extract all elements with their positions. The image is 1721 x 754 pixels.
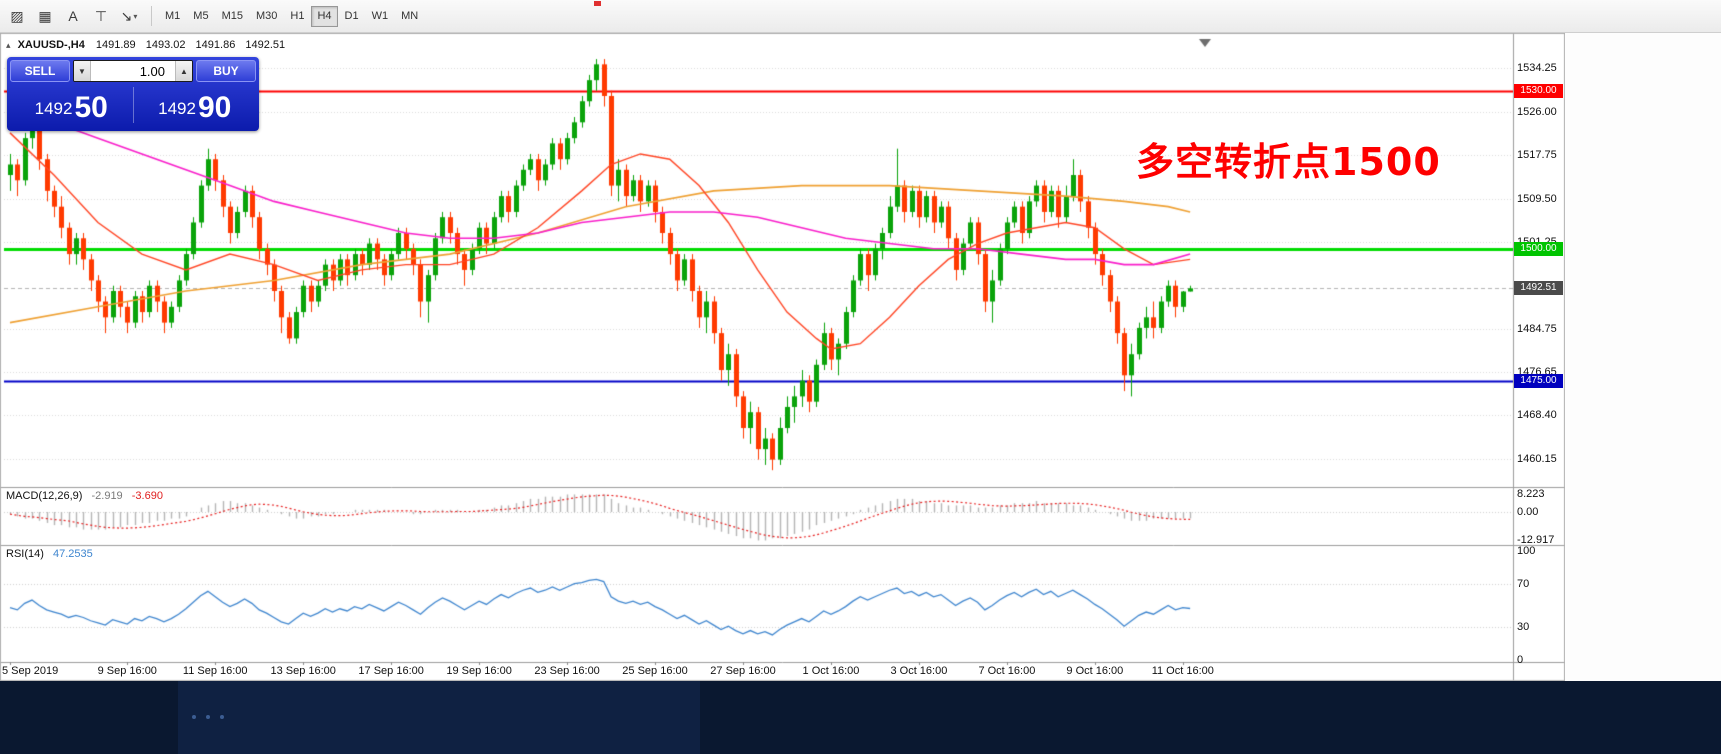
volume-spinner: ▼ 1.00 ▲ xyxy=(73,60,193,82)
buy-price-pips: 90 xyxy=(197,91,232,124)
timeframe-m15[interactable]: M15 xyxy=(221,10,243,22)
text-box-icon[interactable]: ⊤ xyxy=(94,7,108,24)
time-axis-label: 19 Sep 16:00 xyxy=(446,665,512,677)
timeframe-m30[interactable]: M30 xyxy=(255,10,278,22)
timeframe-mn[interactable]: MN xyxy=(401,10,419,22)
buy-button[interactable]: BUY xyxy=(196,60,256,82)
price-badge: 1492.51 xyxy=(1514,281,1563,296)
time-axis-label: 11 Sep 16:00 xyxy=(182,665,248,677)
time-axis-label: 13 Sep 16:00 xyxy=(270,665,336,677)
chart-hatch-icon[interactable]: ▨ xyxy=(10,7,24,24)
price-badge: 1500.00 xyxy=(1514,241,1563,256)
price-axis-label: 1534.25 xyxy=(1517,62,1557,75)
sell-price-base: 1492 xyxy=(34,99,73,118)
rsi-indicator-label: RSI(14) 47.2535 xyxy=(6,548,93,560)
macd-signal-value: -3.690 xyxy=(131,490,163,502)
ohlc-open: 1491.89 xyxy=(95,39,136,51)
volume-decrease-icon[interactable]: ▼ xyxy=(74,61,91,81)
ohlc-close: 1492.51 xyxy=(245,39,286,51)
time-axis-label: 11 Oct 16:00 xyxy=(1151,665,1214,677)
time-axis-label: 9 Sep 16:00 xyxy=(97,665,157,677)
price-axis-label: 1468.40 xyxy=(1517,409,1557,422)
chart-text-annotation[interactable]: 多空转折点1500 xyxy=(1136,140,1441,184)
timeframe-h1[interactable]: H1 xyxy=(290,10,305,22)
grid-icon[interactable]: ▦ xyxy=(38,7,52,24)
price-badge: 1475.00 xyxy=(1514,373,1563,388)
timeframe-d1[interactable]: D1 xyxy=(344,10,359,22)
background-dot xyxy=(220,715,224,719)
symbol-label: XAUUSD-,H4 xyxy=(17,39,85,51)
time-axis-label: 3 Oct 16:00 xyxy=(890,665,948,677)
time-axis-label: 1 Oct 16:00 xyxy=(802,665,860,677)
macd-axis-label: 0.00 xyxy=(1517,506,1539,518)
sell-button[interactable]: SELL xyxy=(10,60,70,82)
price-axis-label: 1460.15 xyxy=(1517,452,1557,465)
time-axis-label: 17 Sep 16:00 xyxy=(358,665,424,677)
price-axis-label: 1526.00 xyxy=(1517,105,1557,118)
time-axis-label: 9 Oct 16:00 xyxy=(1066,665,1124,677)
background-dot xyxy=(192,715,196,719)
one-click-trading-panel: SELL ▼ 1.00 ▲ BUY 1492 50 1492 90 xyxy=(7,57,259,131)
sell-price-pips: 50 xyxy=(74,91,108,124)
time-axis-label: 23 Sep 16:00 xyxy=(534,665,600,677)
price-axis-label: 1509.50 xyxy=(1517,192,1557,205)
collapse-trade-panel-icon[interactable]: ▴ xyxy=(6,40,11,50)
price-chart-canvas[interactable] xyxy=(0,33,1565,681)
empty-right-area xyxy=(1565,33,1721,681)
time-axis-label: 7 Oct 16:00 xyxy=(978,665,1036,677)
price-axis-label: 1484.75 xyxy=(1517,323,1557,336)
macd-axis-label: 8.223 xyxy=(1517,487,1545,500)
symbol-ohlc-line: ▴ XAUUSD-,H4 1491.89 1493.02 1491.86 149… xyxy=(6,39,292,51)
toolbar-separator xyxy=(151,6,152,26)
timeframe-m5[interactable]: M5 xyxy=(193,10,209,22)
price-badge: 1530.00 xyxy=(1514,83,1563,98)
rsi-axis-label: 30 xyxy=(1517,621,1530,634)
macd-indicator-label: MACD(12,26,9) -2.919 -3.690 xyxy=(6,490,163,502)
drawing-tools-group: ▨ ▦ A ⊤ ↘ ▾ xyxy=(4,4,144,28)
background-window-strip xyxy=(0,681,1721,754)
trade-panel-divider xyxy=(132,87,134,123)
ohlc-high: 1493.02 xyxy=(145,39,186,51)
background-window-panel xyxy=(178,681,700,754)
buy-price: 1492 90 xyxy=(134,84,257,126)
timeframe-group: M1 M5 M15 M30 H1 H4 D1 W1 MN xyxy=(159,5,425,27)
draw-arrows-icon[interactable]: ↘ ▾ xyxy=(120,7,138,24)
volume-increase-icon[interactable]: ▲ xyxy=(175,61,192,81)
chevron-down-icon: ▾ xyxy=(133,11,138,21)
rsi-value: 47.2535 xyxy=(52,548,93,560)
rsi-axis-label: 0 xyxy=(1517,654,1524,666)
text-label-icon[interactable]: A xyxy=(68,8,78,24)
rsi-axis-label: 70 xyxy=(1517,577,1530,590)
background-artifact xyxy=(594,1,601,6)
time-axis-label: 25 Sep 16:00 xyxy=(622,665,688,677)
toolbar: ▨ ▦ A ⊤ ↘ ▾ M1 M5 M15 M30 H1 H4 D1 W1 MN xyxy=(0,0,1721,33)
ohlc-low: 1491.86 xyxy=(195,39,236,51)
sell-price: 1492 50 xyxy=(10,84,133,126)
price-axis-label: 1517.75 xyxy=(1517,149,1557,162)
buy-price-base: 1492 xyxy=(158,99,196,118)
macd-main-value: -2.919 xyxy=(91,490,123,502)
timeframe-w1[interactable]: W1 xyxy=(371,10,389,22)
time-axis-label: 5 Sep 2019 xyxy=(2,665,59,677)
macd-axis-label: -12.917 xyxy=(1517,534,1555,547)
chart-window: 1534.251526.001517.751509.501501.251484.… xyxy=(0,33,1565,681)
timeframe-h4[interactable]: H4 xyxy=(311,5,338,27)
background-dot xyxy=(206,715,210,719)
rsi-label: RSI(14) xyxy=(6,548,44,560)
macd-label: MACD(12,26,9) xyxy=(6,490,83,502)
timeframe-m1[interactable]: M1 xyxy=(165,10,181,22)
volume-input[interactable]: 1.00 xyxy=(139,63,165,79)
rsi-axis-label: 100 xyxy=(1517,545,1536,557)
time-axis-label: 27 Sep 16:00 xyxy=(710,665,776,677)
